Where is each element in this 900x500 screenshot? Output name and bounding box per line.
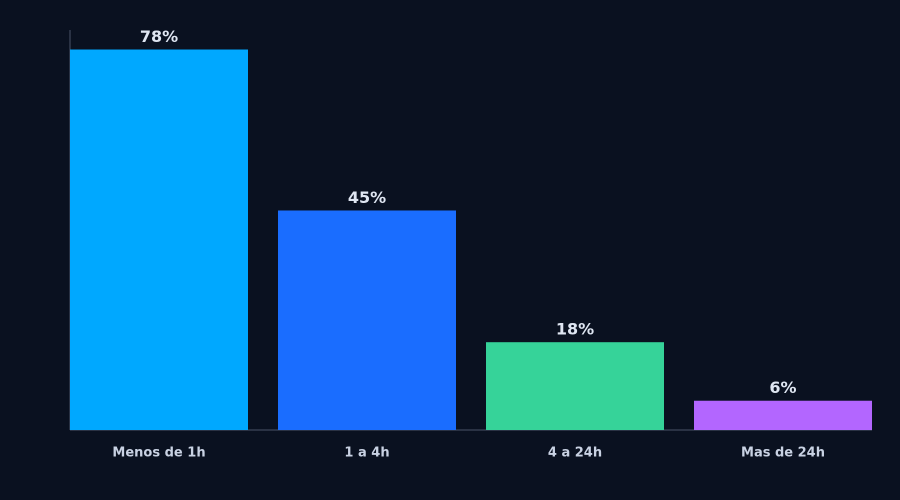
x-tick-label: Mas de 24h (741, 446, 825, 461)
value-label: 78% (140, 27, 178, 46)
bar (694, 400, 872, 430)
value-label: 45% (348, 188, 386, 207)
bar (278, 210, 456, 430)
bar (70, 49, 248, 430)
x-tick-label: 4 a 24h (548, 446, 602, 461)
value-label: 18% (556, 320, 594, 339)
x-tick-label: Menos de 1h (112, 446, 205, 461)
x-tick-label: 1 a 4h (344, 446, 389, 461)
value-label: 6% (769, 378, 796, 397)
bar (486, 342, 664, 430)
